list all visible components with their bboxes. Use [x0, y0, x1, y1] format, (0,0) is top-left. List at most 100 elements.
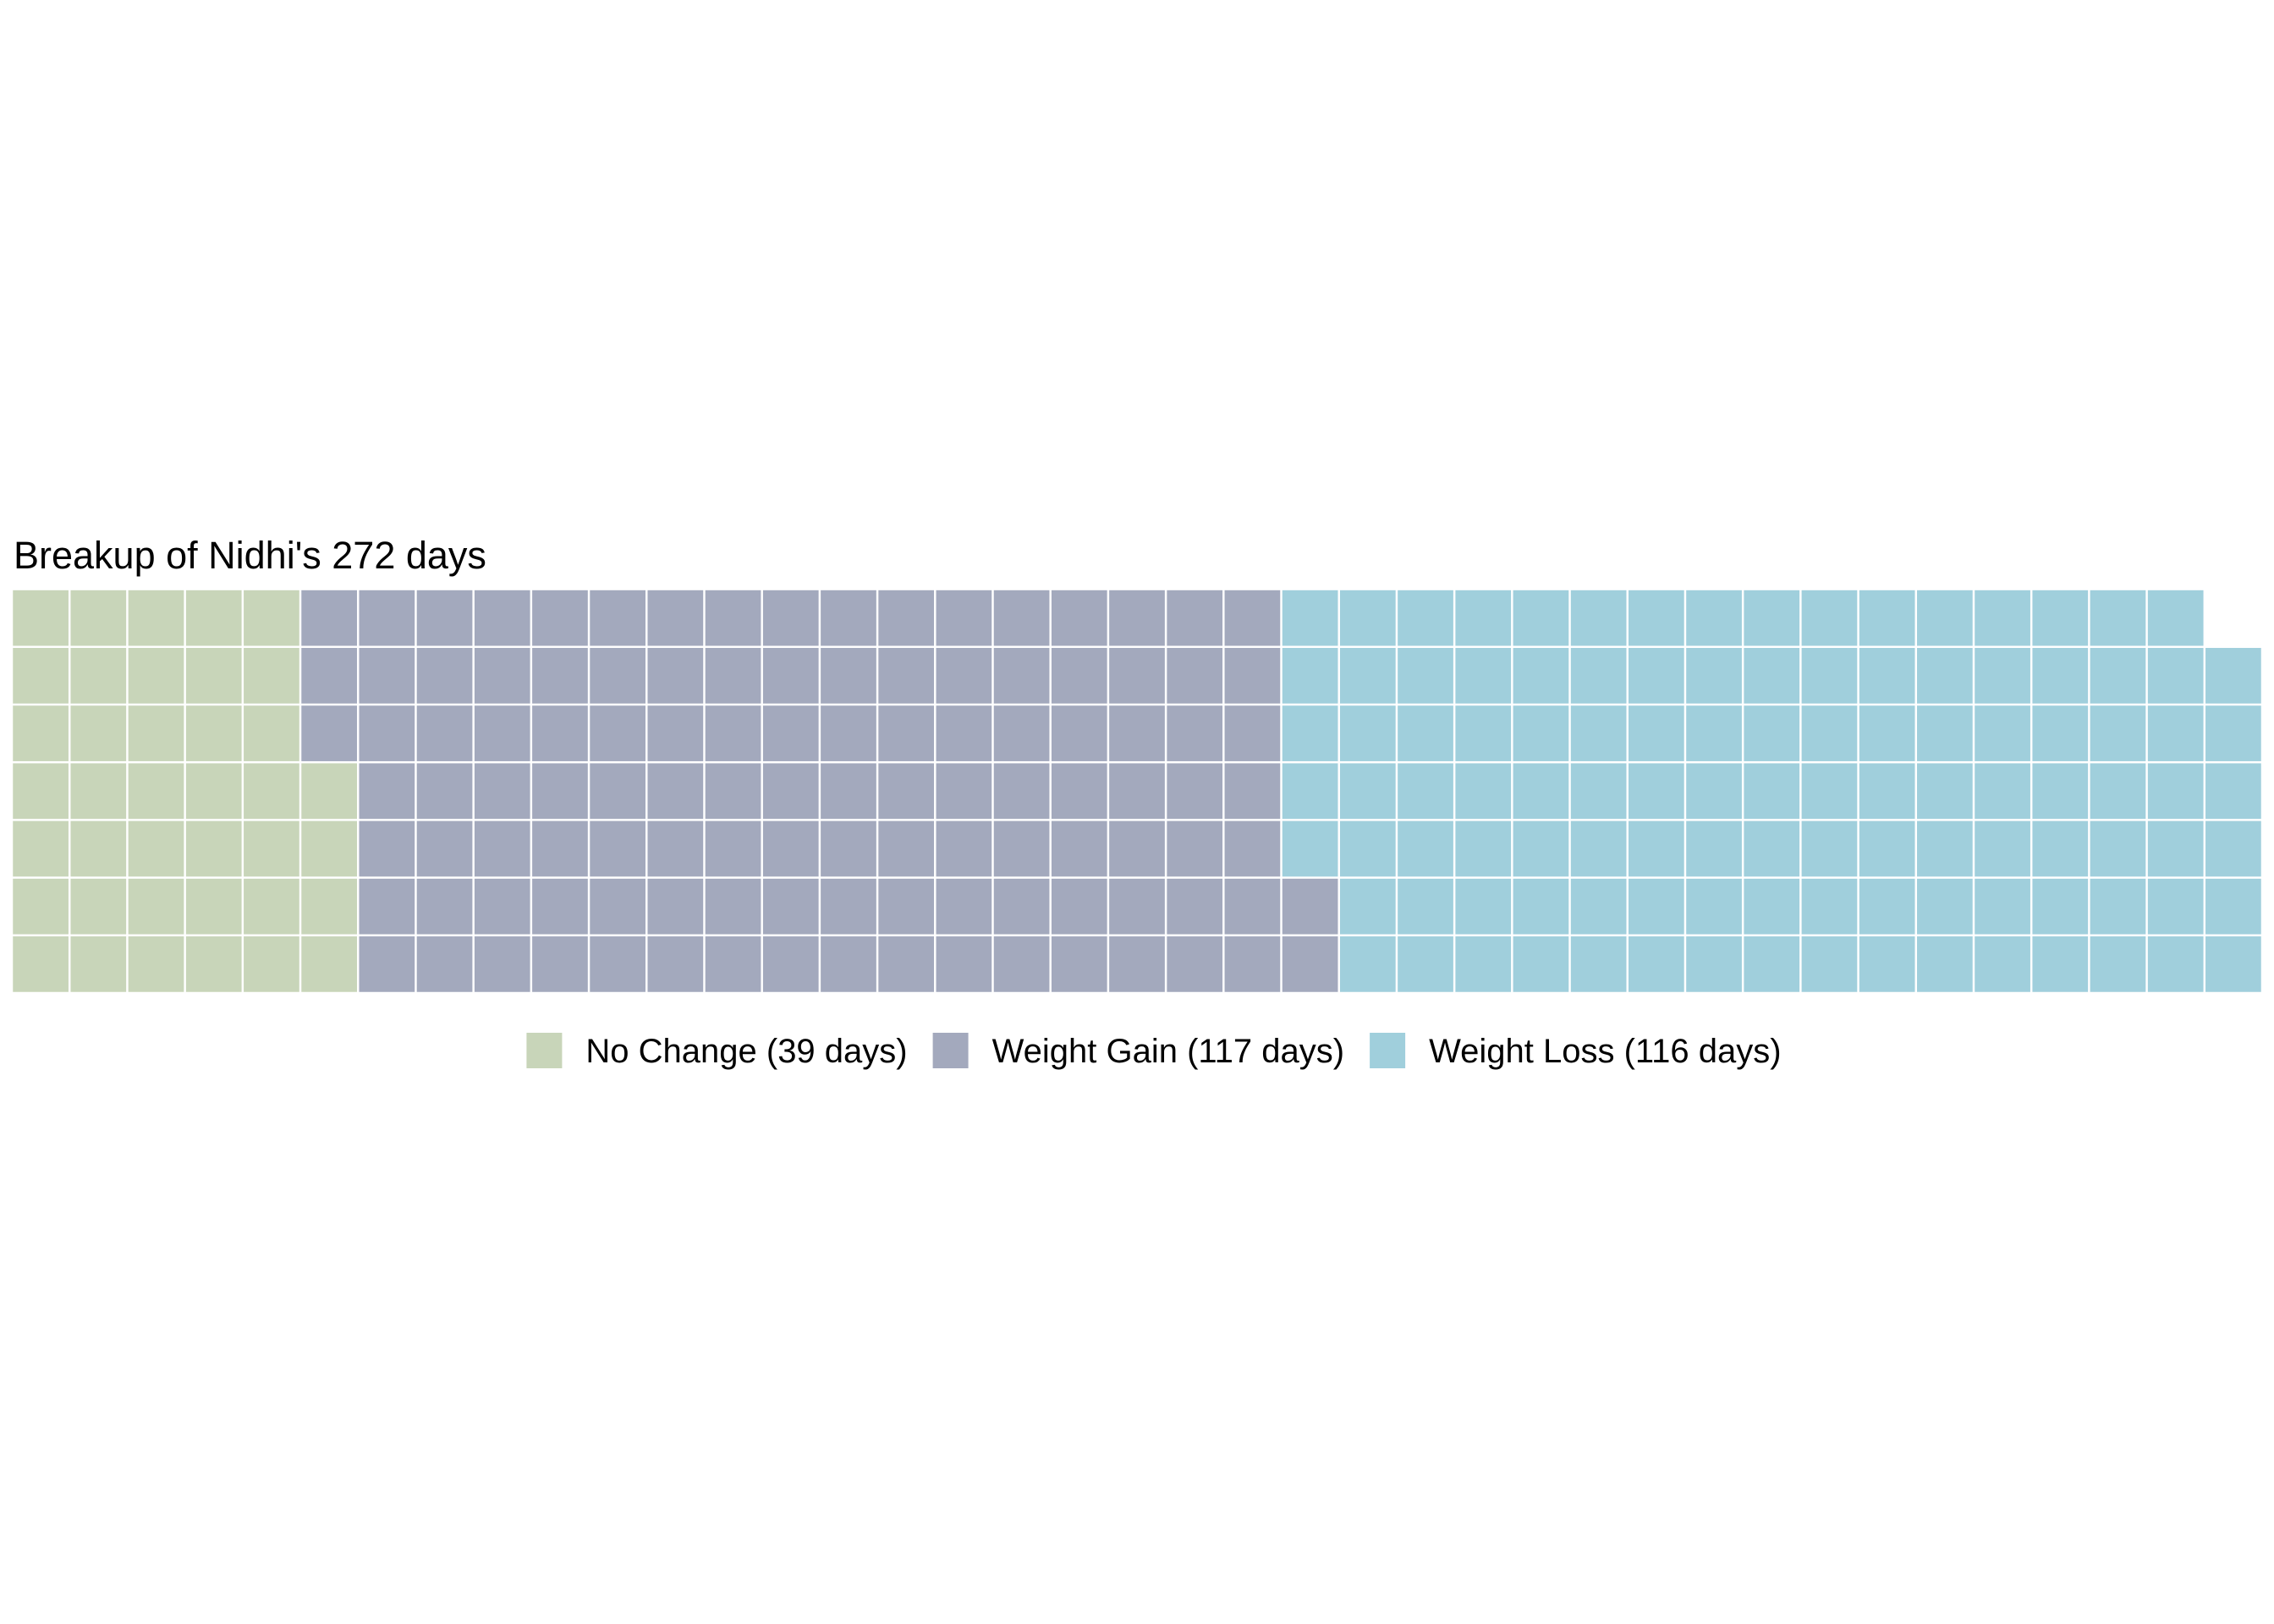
waffle-cell: [590, 763, 646, 820]
waffle-cell: [936, 705, 992, 761]
waffle-cell: [70, 648, 127, 704]
chart-title: Breakup of Nidhi's 272 days: [14, 534, 486, 577]
waffle-cell: [474, 763, 530, 820]
waffle-cell: [936, 820, 992, 877]
waffle-cell: [647, 705, 704, 761]
waffle-cell: [1513, 705, 1569, 761]
waffle-cell: [2147, 590, 2204, 646]
waffle-cell: [128, 648, 184, 704]
waffle-cell: [1975, 820, 2030, 877]
waffle-cell: [647, 936, 704, 992]
waffle-cell: [1398, 590, 1453, 646]
waffle-cell: [1570, 590, 1627, 646]
waffle-cell: [1744, 936, 1800, 992]
waffle-cell: [647, 648, 704, 704]
waffle-cell: [2032, 763, 2089, 820]
waffle-cell: [1744, 705, 1800, 761]
waffle-cell: [1570, 705, 1627, 761]
waffle-cell: [13, 590, 69, 646]
waffle-cell: [128, 705, 184, 761]
waffle-cell: [936, 936, 992, 992]
waffle-cell: [1686, 820, 1742, 877]
waffle-cell: [2205, 763, 2261, 820]
waffle-cell: [1455, 763, 1512, 820]
waffle-cell: [1859, 820, 1915, 877]
waffle-cell: [821, 590, 876, 646]
waffle-cell: [2032, 705, 2089, 761]
waffle-cell: [13, 936, 69, 992]
waffle-cell: [1398, 648, 1453, 704]
waffle-cell: [2090, 648, 2146, 704]
waffle-cell: [1167, 590, 1223, 646]
waffle-cell: [590, 648, 646, 704]
waffle-cell: [1859, 878, 1915, 935]
waffle-cell: [1455, 705, 1512, 761]
waffle-cell: [1628, 820, 1684, 877]
legend-label: No Change (39 days): [585, 1033, 907, 1070]
waffle-cell: [359, 590, 415, 646]
waffle-cell: [1686, 648, 1742, 704]
waffle-cell: [647, 763, 704, 820]
waffle-cell: [2032, 936, 2089, 992]
waffle-cell: [1339, 590, 1396, 646]
waffle-cell: [1109, 763, 1165, 820]
waffle-cell: [1513, 590, 1569, 646]
waffle-cell: [70, 878, 127, 935]
waffle-cell: [1109, 820, 1165, 877]
legend-swatch: [932, 1033, 969, 1068]
waffle-cell: [1744, 820, 1800, 877]
waffle-cell: [647, 590, 704, 646]
waffle-cell: [1686, 705, 1742, 761]
waffle-cell: [1801, 763, 1858, 820]
waffle-cell: [1455, 936, 1512, 992]
waffle-cell: [590, 878, 646, 935]
waffle-cell: [359, 878, 415, 935]
waffle-cell: [1282, 820, 1338, 877]
waffle-cell: [1398, 820, 1453, 877]
waffle-cell: [762, 590, 819, 646]
waffle-cell: [70, 590, 127, 646]
waffle-cell: [1455, 878, 1512, 935]
legend-swatch: [526, 1033, 563, 1068]
waffle-cell: [705, 878, 761, 935]
waffle-cell: [1051, 820, 1107, 877]
waffle-cell: [878, 648, 935, 704]
waffle-cell: [1282, 878, 1338, 935]
waffle-cell: [2147, 878, 2204, 935]
waffle-cell: [2032, 648, 2089, 704]
waffle-cell: [185, 648, 242, 704]
waffle-cell: [1282, 763, 1338, 820]
legend-swatch: [1370, 1033, 1406, 1068]
waffle-cell: [1167, 878, 1223, 935]
waffle-cell: [128, 878, 184, 935]
waffle-cell: [762, 705, 819, 761]
waffle-cell: [2205, 648, 2261, 704]
waffle-cell: [993, 590, 1050, 646]
waffle-cell: [1109, 705, 1165, 761]
waffle-cell: [878, 936, 935, 992]
waffle-cell: [705, 705, 761, 761]
waffle-cell: [301, 590, 357, 646]
waffle-cell: [1744, 590, 1800, 646]
waffle-cell: [993, 878, 1050, 935]
waffle-cell: [13, 705, 69, 761]
legend-label: Weight Loss (116 days): [1429, 1033, 1782, 1070]
waffle-cell: [2147, 648, 2204, 704]
waffle-cell: [185, 763, 242, 820]
waffle-cell: [1686, 590, 1742, 646]
waffle-cell: [705, 648, 761, 704]
waffle-cell: [301, 820, 357, 877]
waffle-cell: [185, 705, 242, 761]
waffle-cell: [2032, 878, 2089, 935]
waffle-cell: [878, 590, 935, 646]
waffle-cell: [244, 705, 299, 761]
waffle-cell: [359, 705, 415, 761]
waffle-cell: [13, 878, 69, 935]
waffle-cell: [1167, 820, 1223, 877]
waffle-cell: [1801, 648, 1858, 704]
waffle-cell: [416, 936, 473, 992]
waffle-cell: [185, 820, 242, 877]
waffle-cell: [532, 705, 588, 761]
waffle-cell: [1167, 705, 1223, 761]
waffle-cell: [1224, 763, 1281, 820]
